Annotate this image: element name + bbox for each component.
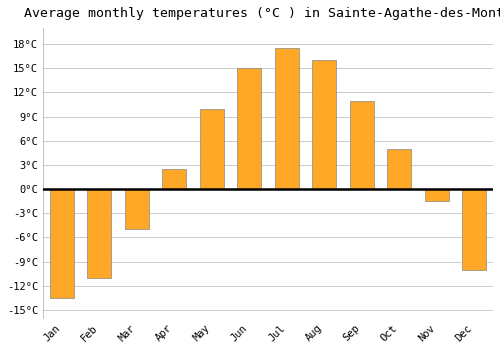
Bar (424, 189, 449, 201)
Bar (50, 189, 74, 298)
Bar (312, 60, 336, 189)
Bar (162, 169, 186, 189)
Bar (200, 108, 224, 189)
Bar (124, 189, 149, 229)
Bar (350, 100, 374, 189)
Bar (87, 189, 112, 278)
Bar (274, 48, 299, 189)
Bar (462, 189, 486, 270)
Bar (237, 68, 262, 189)
Title: Average monthly temperatures (°C ) in Sainte-Agathe-des-Monts: Average monthly temperatures (°C ) in Sa… (24, 7, 500, 20)
Bar (387, 149, 411, 189)
